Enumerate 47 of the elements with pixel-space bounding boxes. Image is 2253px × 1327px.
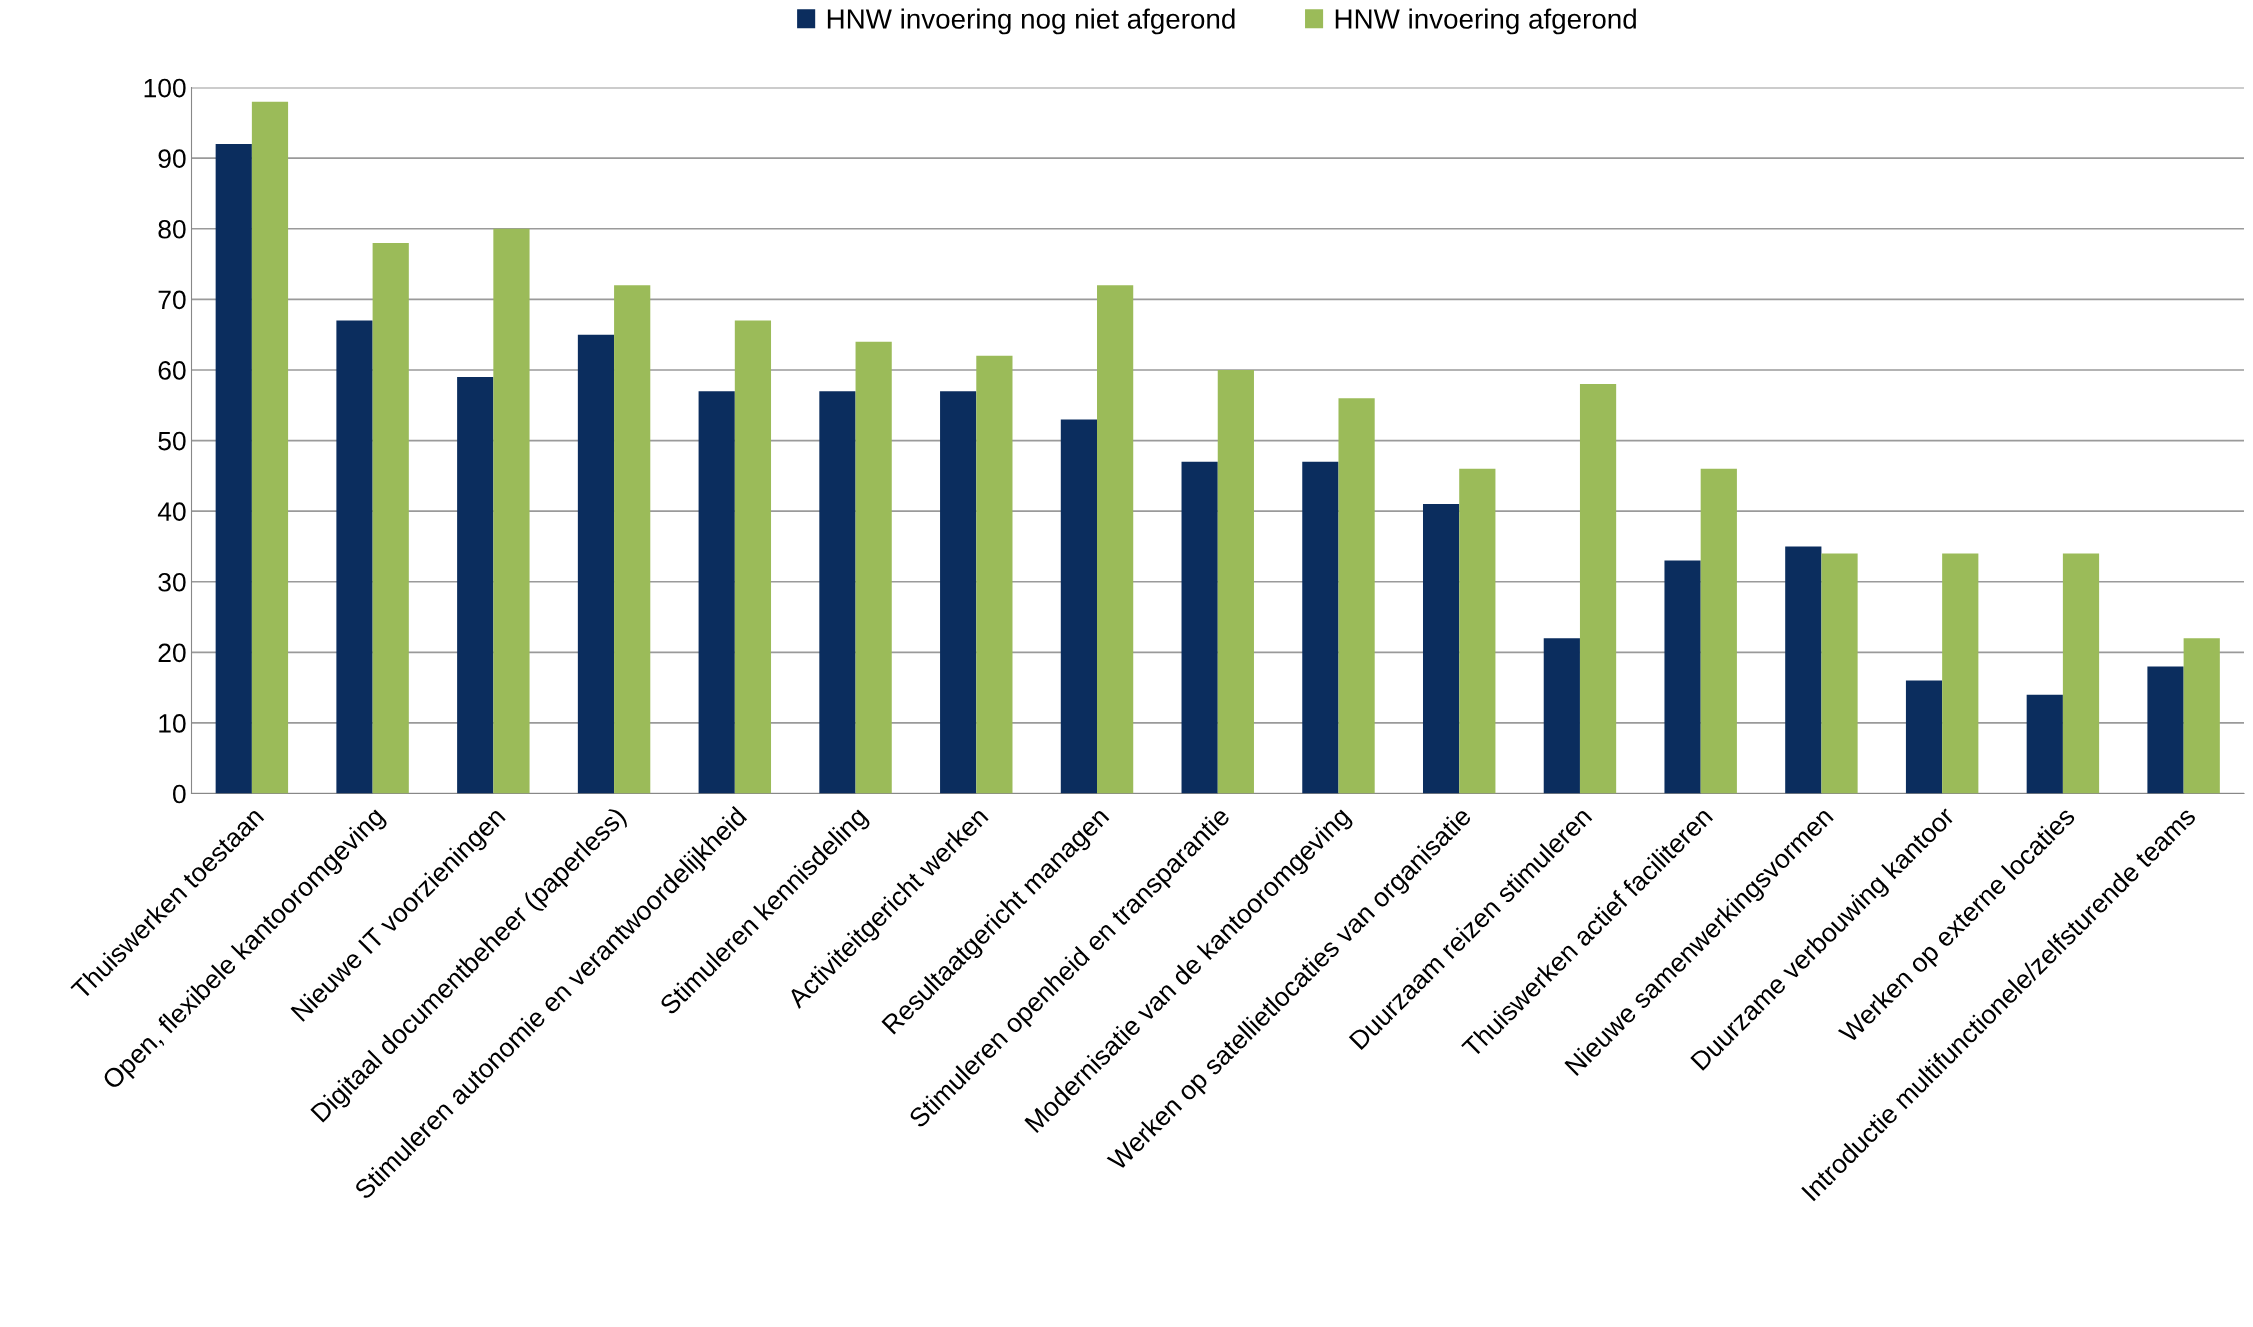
bar [698,391,735,794]
bar [1060,419,1098,794]
bar [976,355,1013,794]
y-tick-label: 10 [159,714,186,733]
bar [251,101,289,794]
bar [1579,384,1617,794]
y-tick-label: 60 [158,361,186,380]
bar [614,285,651,794]
bar [2026,694,2063,794]
bar [1302,461,1339,794]
bar [855,341,892,794]
bar [493,228,530,794]
bar [1217,369,1254,794]
bar [457,377,494,794]
legend-label: HNW invoering afgerond [1335,8,1636,35]
bar [1785,546,1822,794]
bar [1942,553,1979,794]
y-tick-label: 20 [158,643,186,663]
bar [215,144,252,794]
y-tick-label: 40 [157,502,186,521]
bar [2062,553,2100,794]
bar [2147,666,2184,794]
bar [1821,553,1858,794]
bar [2183,638,2220,794]
y-tick-label: 0 [173,784,186,804]
bar [940,391,977,794]
bar [1664,560,1701,794]
bar [819,391,856,794]
y-tick-label: 50 [158,431,186,451]
bar [1338,398,1375,794]
bar [1097,285,1134,794]
y-tick-label: 100 [144,78,186,98]
bar [372,242,409,794]
y-tick-label: 70 [158,290,186,310]
bar [1422,504,1460,794]
bar [1181,461,1218,794]
bar [336,320,373,794]
bar [1459,468,1496,794]
y-tick-label: 80 [158,219,186,239]
bar [1700,468,1737,794]
bar [734,320,772,794]
bar [1905,680,1943,794]
y-tick-label: 90 [158,149,186,168]
bar [577,334,615,794]
legend-label: HNW invoering nog niet afgerond [827,8,1235,35]
bar [1543,638,1580,794]
y-tick-label: 30 [158,572,186,592]
